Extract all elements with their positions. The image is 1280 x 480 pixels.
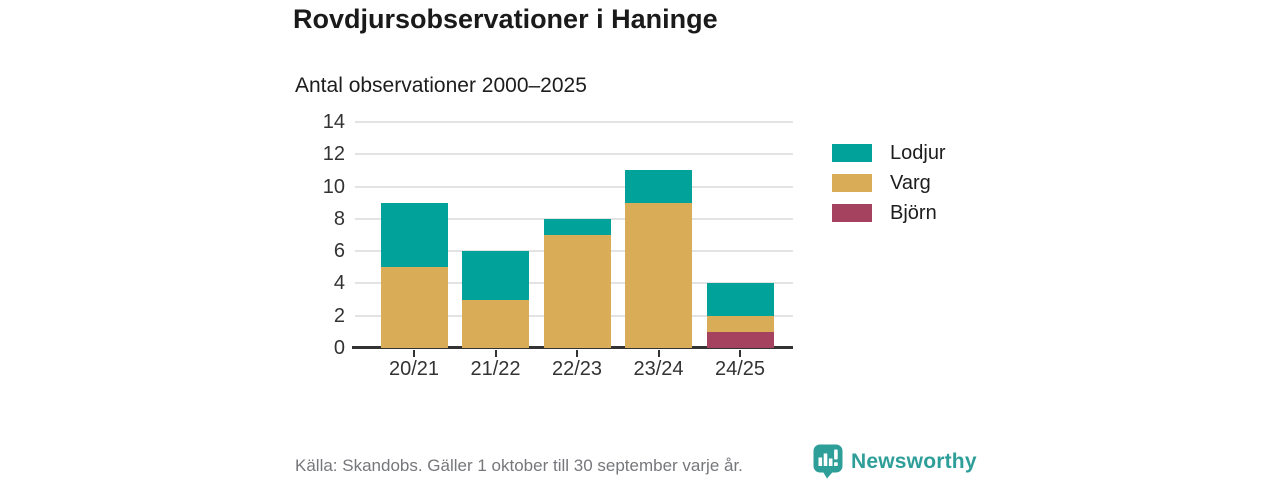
source-note: Källa: Skandobs. Gäller 1 oktober till 3… (295, 456, 743, 475)
chart-subtitle: Antal observationer 2000–2025 (295, 74, 587, 97)
x-axis-tick (739, 350, 741, 357)
legend: Lodjur Varg Björn (832, 141, 946, 234)
bar-segment-23/24-Lodjur (625, 170, 692, 203)
y-axis-label: 10 (322, 175, 345, 198)
x-axis-tick (657, 350, 660, 357)
bar-segment-20/21-Varg (380, 267, 448, 348)
legend-swatch-Varg (832, 174, 872, 192)
legend-label: Varg (890, 171, 931, 194)
gridline (355, 153, 793, 156)
x-axis-label: 23/24 (633, 358, 684, 380)
bar-segment-24/25-Björn (706, 331, 774, 348)
bar-segment-24/25-Varg (706, 315, 774, 332)
newsworthy-logo-icon (813, 444, 843, 479)
x-axis-tick (494, 350, 497, 357)
bar-segment-24/25-Lodjur (706, 283, 774, 316)
bar-segment-21/22-Varg (462, 299, 529, 348)
gridline (355, 185, 793, 188)
bar-segment-23/24-Varg (625, 202, 692, 348)
y-axis-label: 12 (322, 143, 345, 166)
y-axis-label: 2 (333, 304, 345, 327)
x-axis-tick (576, 350, 578, 357)
legend-label: Lodjur (890, 141, 946, 164)
y-axis-label: 6 (333, 240, 345, 263)
y-axis-label: 8 (333, 207, 345, 230)
legend-swatch-Björn (832, 204, 872, 222)
legend-item-Björn: Björn (832, 201, 946, 224)
y-axis-label: 14 (322, 111, 345, 133)
x-axis-label: 20/21 (388, 358, 440, 380)
bar-segment-22/23-Varg (543, 235, 611, 348)
y-axis-labels: 0 2 4 6 8 10 12 14 (0, 111, 345, 359)
x-axis-label: 24/25 (714, 358, 766, 380)
chart-title: Rovdjursobservationer i Haninge (293, 4, 718, 34)
brand-lockup: Newsworthy (813, 444, 977, 479)
legend-item-Varg: Varg (832, 171, 946, 194)
bar-segment-21/22-Lodjur (462, 251, 529, 300)
brand-name: Newsworthy (851, 449, 977, 473)
x-axis-tick (413, 350, 415, 357)
x-axis-label: 22/23 (551, 358, 603, 380)
legend-item-Lodjur: Lodjur (832, 141, 946, 164)
bar-segment-22/23-Lodjur (543, 218, 611, 235)
plot-area: 20/21 21/22 22/23 23/24 24/25 (352, 121, 793, 380)
x-axis-label: 21/22 (470, 358, 521, 380)
y-axis-label: 0 (333, 337, 345, 359)
legend-swatch-Lodjur (832, 144, 872, 162)
legend-label: Björn (890, 201, 937, 224)
bar-segment-20/21-Lodjur (380, 202, 448, 268)
gridline (355, 121, 793, 123)
y-axis-label: 4 (333, 272, 345, 295)
